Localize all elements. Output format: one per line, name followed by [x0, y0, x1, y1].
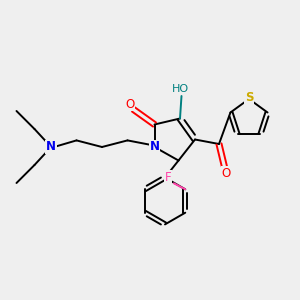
Text: O: O	[221, 167, 230, 180]
Text: F: F	[165, 171, 171, 184]
Text: O: O	[125, 98, 134, 111]
Text: S: S	[245, 91, 253, 104]
Text: N: N	[149, 140, 160, 154]
Text: N: N	[46, 140, 56, 154]
Text: HO: HO	[171, 84, 189, 94]
